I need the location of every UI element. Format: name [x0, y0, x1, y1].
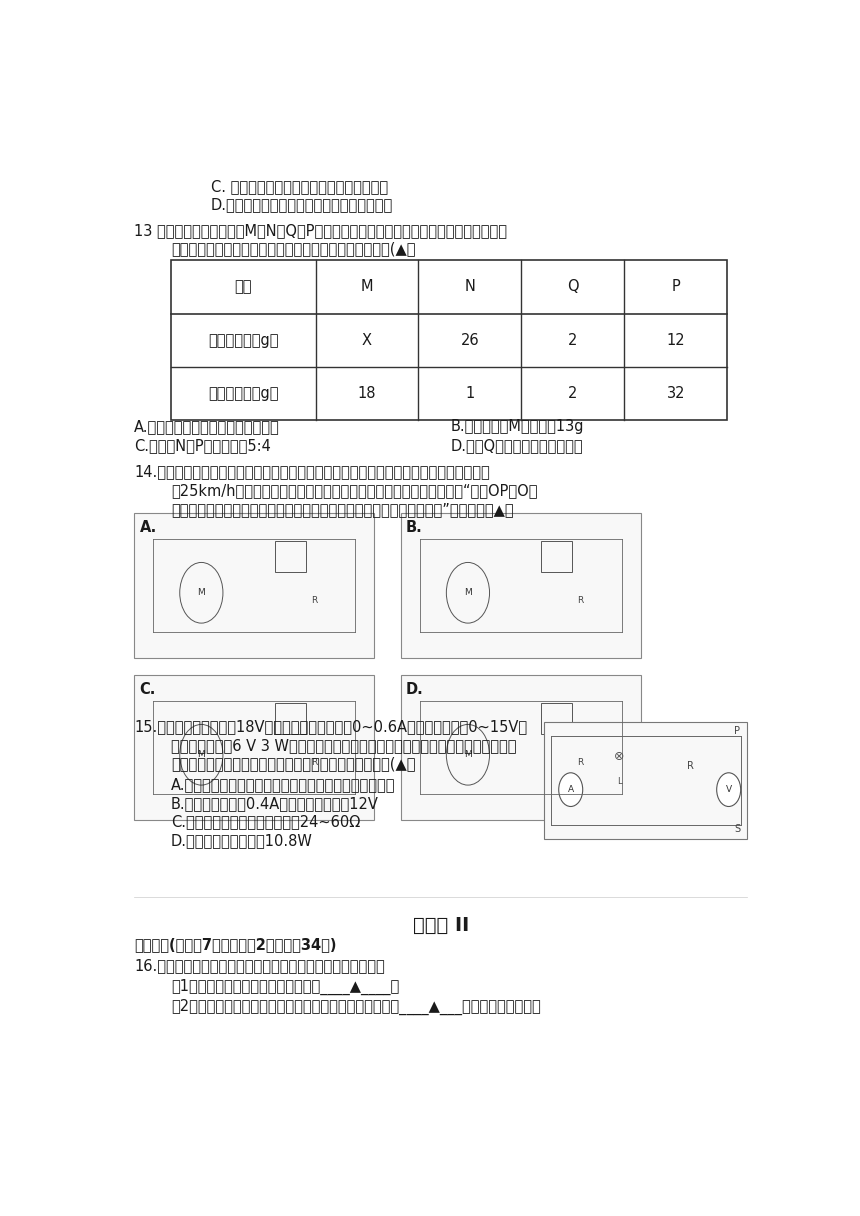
Text: V: V: [726, 786, 732, 794]
Text: 12: 12: [666, 333, 685, 348]
Text: R: R: [578, 596, 584, 604]
Bar: [274, 703, 305, 734]
Text: 试题卷 II: 试题卷 II: [413, 916, 469, 935]
Text: ⊗: ⊗: [614, 750, 624, 764]
Text: 反应后质量（g）: 反应后质量（g）: [208, 385, 279, 401]
Text: A.滑动变阻器的滑片向左移动时，两电表的示数都将变大: A.滑动变阻器的滑片向左移动时，两电表的示数都将变大: [171, 777, 396, 792]
Text: 16.铜在生产生活中有广泛的用途，人类的生产生活离不开铜。: 16.铜在生产生活中有广泛的用途，人类的生产生活离不开铜。: [134, 958, 385, 973]
Text: 程，灯泡两端电压不能超过额定电压，下列说法正确的是(▲）: 程，灯泡两端电压不能超过额定电压，下列说法正确的是(▲）: [171, 756, 415, 771]
Text: 顺时针转动时，电动机转速变快，当转速超过一定值，电铃会自动报警”的电路是（▲）: 顺时针转动时，电动机转速变快，当转速超过一定值，电铃会自动报警”的电路是（▲）: [171, 502, 513, 517]
Text: S: S: [734, 824, 740, 834]
Text: D.物质Q可能是该反应的傅化剂: D.物质Q可能是该反应的傅化剂: [451, 438, 583, 454]
Bar: [401, 675, 641, 820]
Text: 1: 1: [465, 385, 475, 401]
Text: 二填空题(本题关7小题，每空2分，共计34分): 二填空题(本题关7小题，每空2分，共计34分): [134, 938, 336, 952]
Bar: [544, 722, 747, 839]
Text: 程，灯泡上标有6 V 3 W字样，灯丝电阻保持恒定不变，要求两电表示数均不超过量: 程，灯泡上标有6 V 3 W字样，灯丝电阻保持恒定不变，要求两电表示数均不超过量: [171, 738, 516, 753]
Text: 耆25km/h。下面是同学们设计的某品牌电动自行车的电路，其中符合“旋鈕OP绕O点: 耆25km/h。下面是同学们设计的某品牌电动自行车的电路，其中符合“旋鈕OP绕O…: [171, 483, 538, 499]
Text: 14.我市已逐渐开始实行电动自行车新政策：只允许新国标电动自行车上路，要求车速不超: 14.我市已逐渐开始实行电动自行车新政策：只允许新国标电动自行车上路，要求车速不…: [134, 465, 490, 479]
Bar: [134, 513, 374, 658]
Bar: [541, 541, 572, 573]
Text: M: M: [464, 589, 472, 597]
Text: L: L: [617, 777, 622, 787]
Text: M: M: [198, 750, 206, 759]
Text: A.该变化的基本反应类型是分解反应: A.该变化的基本反应类型是分解反应: [134, 420, 280, 434]
Text: 15.如图所示，电源电压18V且保持不变，电流表接0~0.6A量程，电压表接0~15V量: 15.如图所示，电源电压18V且保持不变，电流表接0~0.6A量程，电压表接0~…: [134, 719, 527, 734]
Text: M: M: [464, 750, 472, 759]
Text: （1）用铜制插头，这是利用金属铜的____▲____。: （1）用铜制插头，这是利用金属铜的____▲____。: [171, 979, 399, 995]
Text: 物质: 物质: [235, 280, 252, 294]
Text: X: X: [362, 333, 372, 348]
Text: C. 对金属片的压力越大，压力表的示数增大: C. 对金属片的压力越大，压力表的示数增大: [211, 179, 388, 193]
Text: C.反应中N、P的质量比为5:4: C.反应中N、P的质量比为5:4: [134, 438, 271, 454]
Text: 13 在一个密闭容器中放入M、N、Q、P四种物质，在一定条件下发生化学反应，一段时间: 13 在一个密闭容器中放入M、N、Q、P四种物质，在一定条件下发生化学反应，一段…: [134, 223, 507, 237]
Text: D.该电路的最大功率是10.8W: D.该电路的最大功率是10.8W: [171, 833, 313, 849]
Text: A.: A.: [139, 520, 157, 535]
Text: M: M: [198, 589, 206, 597]
Text: 26: 26: [461, 333, 479, 348]
Text: C.滑动变阻器允许调节的范围是24~60Ω: C.滑动变阻器允许调节的范围是24~60Ω: [171, 815, 360, 829]
Circle shape: [716, 773, 740, 806]
Text: Q: Q: [567, 280, 579, 294]
Bar: [134, 675, 374, 820]
Text: 反应前质量（g）: 反应前质量（g）: [208, 333, 279, 348]
Text: D.: D.: [406, 682, 424, 698]
Text: D.对金属片的压力越小，电路消耗的电能越少: D.对金属片的压力越小，电路消耗的电能越少: [211, 197, 393, 213]
Bar: [401, 513, 641, 658]
Text: A: A: [568, 786, 574, 794]
Text: B.反应后物质M的质量为13g: B.反应后物质M的质量为13g: [451, 420, 584, 434]
Text: P: P: [734, 726, 740, 737]
Text: 32: 32: [666, 385, 685, 401]
Text: （2）将铜置于酒精灯外焰加热片刻，可以观察到的现象是____▲___；该反应的化学方程: （2）将铜置于酒精灯外焰加热片刻，可以观察到的现象是____▲___；该反应的化…: [171, 998, 541, 1015]
Text: 后，测得有关数据如下表，则关于此反应认识不正确的是(▲）: 后，测得有关数据如下表，则关于此反应认识不正确的是(▲）: [171, 242, 415, 257]
Text: R: R: [578, 758, 584, 766]
Text: P: P: [672, 280, 680, 294]
Text: R: R: [311, 596, 317, 604]
Text: R: R: [311, 758, 317, 766]
Text: 2: 2: [568, 333, 578, 348]
Text: M: M: [360, 280, 373, 294]
Text: B.当电流表示数为0.4A时，电压表示数为12V: B.当电流表示数为0.4A时，电压表示数为12V: [171, 795, 378, 811]
Text: R: R: [687, 761, 694, 771]
Circle shape: [559, 773, 583, 806]
Text: 18: 18: [358, 385, 376, 401]
Text: C.: C.: [139, 682, 156, 698]
Bar: [541, 703, 572, 734]
Text: N: N: [464, 280, 476, 294]
Text: B.: B.: [406, 520, 423, 535]
Bar: [171, 260, 728, 421]
Bar: [274, 541, 305, 573]
Text: 2: 2: [568, 385, 578, 401]
